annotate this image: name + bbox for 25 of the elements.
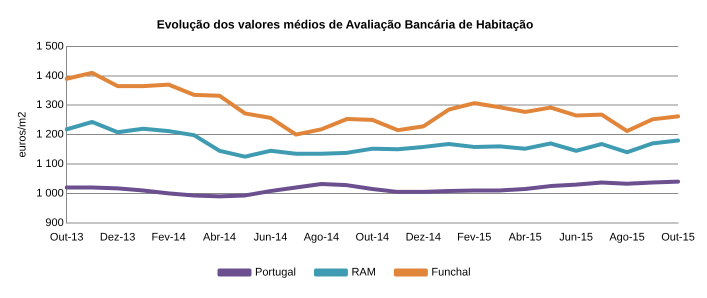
y-tick-label: 1 100: [36, 158, 64, 170]
x-tick-label: Fev-14: [151, 231, 186, 244]
chart-title: Evolução dos valores médios de Avaliação Bancária de Habitação: [156, 18, 534, 32]
legend-label: RAM: [351, 266, 376, 279]
y-tick-label: 900: [45, 216, 64, 229]
x-tick-label: Dez-13: [100, 231, 136, 244]
x-tick-label: Out-14: [356, 231, 390, 244]
y-tick-label: 1 400: [36, 70, 64, 82]
y-tick-label: 1 500: [36, 40, 64, 52]
x-tick-label: Out-15: [661, 231, 695, 244]
x-tick-label: Out-13: [50, 231, 84, 244]
x-tick-label: Dez-14: [406, 231, 442, 244]
x-tick-label: Fev-15: [457, 231, 492, 244]
x-tick-label: Jun-14: [254, 231, 288, 244]
x-tick-label: Abr-15: [508, 231, 542, 244]
legend-label: Portugal: [254, 266, 296, 279]
y-axis-title: euros/m2: [16, 112, 29, 158]
y-tick-label: 1 200: [36, 128, 64, 141]
x-tick-label: Ago-14: [304, 231, 340, 244]
y-tick-label: 1 300: [36, 99, 64, 112]
x-tick-label: Abr-14: [203, 231, 236, 244]
x-tick-label: Ago-15: [609, 231, 645, 244]
x-tick-label: Jun-15: [559, 231, 593, 244]
y-tick-label: 1 000: [36, 187, 64, 200]
legend-label: Funchal: [431, 266, 471, 279]
